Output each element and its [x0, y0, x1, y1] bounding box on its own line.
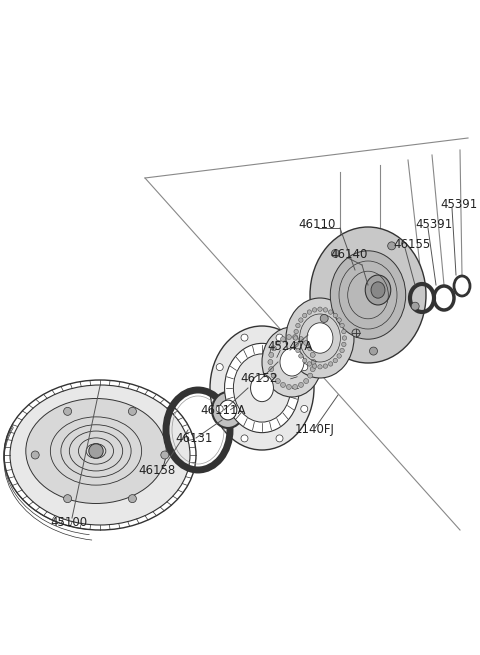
Circle shape [333, 358, 337, 363]
Circle shape [276, 334, 283, 341]
Circle shape [342, 336, 347, 340]
Text: 46110: 46110 [298, 217, 336, 231]
Circle shape [293, 335, 298, 339]
Text: 46158: 46158 [138, 464, 175, 476]
Circle shape [323, 308, 328, 312]
Circle shape [287, 384, 291, 390]
Text: 45391: 45391 [415, 217, 452, 231]
Ellipse shape [365, 275, 391, 305]
Text: 45391: 45391 [440, 198, 477, 210]
Circle shape [302, 358, 307, 363]
Circle shape [342, 342, 346, 346]
Circle shape [63, 407, 72, 415]
Circle shape [340, 324, 344, 328]
Ellipse shape [10, 385, 190, 525]
Circle shape [299, 354, 303, 358]
Circle shape [312, 364, 317, 368]
Ellipse shape [219, 400, 237, 420]
Ellipse shape [26, 398, 166, 504]
Text: 1140FJ: 1140FJ [295, 424, 335, 436]
Circle shape [328, 362, 333, 366]
Circle shape [276, 379, 280, 384]
Circle shape [268, 360, 273, 364]
Circle shape [388, 242, 396, 250]
Circle shape [269, 352, 274, 358]
Circle shape [293, 384, 298, 390]
Text: 46140: 46140 [330, 248, 367, 261]
Ellipse shape [233, 354, 290, 422]
Circle shape [307, 362, 312, 366]
Text: 46155: 46155 [393, 238, 430, 250]
Circle shape [333, 313, 337, 318]
Circle shape [311, 360, 316, 364]
Circle shape [276, 435, 283, 442]
Ellipse shape [251, 375, 274, 402]
Circle shape [312, 308, 317, 312]
Ellipse shape [262, 327, 322, 397]
Ellipse shape [371, 282, 385, 298]
Circle shape [352, 329, 360, 337]
Circle shape [299, 337, 303, 341]
Circle shape [293, 336, 298, 340]
Circle shape [310, 367, 315, 371]
Circle shape [304, 379, 309, 384]
Circle shape [294, 329, 299, 334]
Ellipse shape [307, 323, 333, 353]
Ellipse shape [210, 326, 314, 450]
Ellipse shape [286, 298, 354, 378]
Circle shape [294, 342, 299, 346]
Circle shape [280, 383, 286, 387]
Circle shape [318, 365, 322, 369]
Circle shape [342, 329, 346, 334]
Circle shape [241, 334, 248, 341]
Circle shape [287, 335, 291, 339]
Circle shape [129, 495, 136, 502]
Ellipse shape [212, 392, 244, 428]
Text: 46152: 46152 [240, 371, 277, 384]
Circle shape [129, 407, 136, 415]
Circle shape [299, 383, 303, 387]
Ellipse shape [310, 227, 426, 363]
Circle shape [161, 451, 169, 459]
Circle shape [271, 373, 276, 378]
Text: 45247A: 45247A [267, 341, 312, 354]
Text: 46131: 46131 [175, 432, 212, 445]
Text: 46111A: 46111A [200, 403, 245, 417]
Ellipse shape [330, 251, 406, 339]
Circle shape [340, 348, 344, 352]
Circle shape [280, 337, 286, 341]
Circle shape [301, 405, 308, 413]
Circle shape [276, 341, 280, 345]
Circle shape [299, 318, 303, 322]
Circle shape [332, 250, 339, 257]
Circle shape [241, 435, 248, 442]
Ellipse shape [225, 343, 300, 433]
Circle shape [296, 324, 300, 328]
Circle shape [216, 364, 223, 371]
Circle shape [307, 310, 312, 314]
Circle shape [64, 495, 72, 502]
Circle shape [304, 341, 309, 345]
Circle shape [271, 346, 276, 351]
Circle shape [318, 307, 322, 311]
Circle shape [308, 346, 312, 351]
Circle shape [31, 451, 39, 459]
Circle shape [310, 352, 315, 358]
Circle shape [89, 444, 103, 458]
Text: 45100: 45100 [50, 515, 87, 529]
Circle shape [320, 314, 328, 322]
Circle shape [269, 367, 274, 371]
Circle shape [323, 364, 328, 368]
Circle shape [411, 302, 419, 310]
Circle shape [296, 348, 300, 352]
Circle shape [328, 310, 333, 314]
Circle shape [302, 313, 307, 318]
Circle shape [308, 373, 312, 378]
Circle shape [370, 347, 377, 355]
Circle shape [337, 354, 341, 358]
Circle shape [337, 318, 341, 322]
Ellipse shape [280, 348, 304, 376]
Circle shape [301, 364, 308, 371]
Circle shape [216, 405, 223, 413]
